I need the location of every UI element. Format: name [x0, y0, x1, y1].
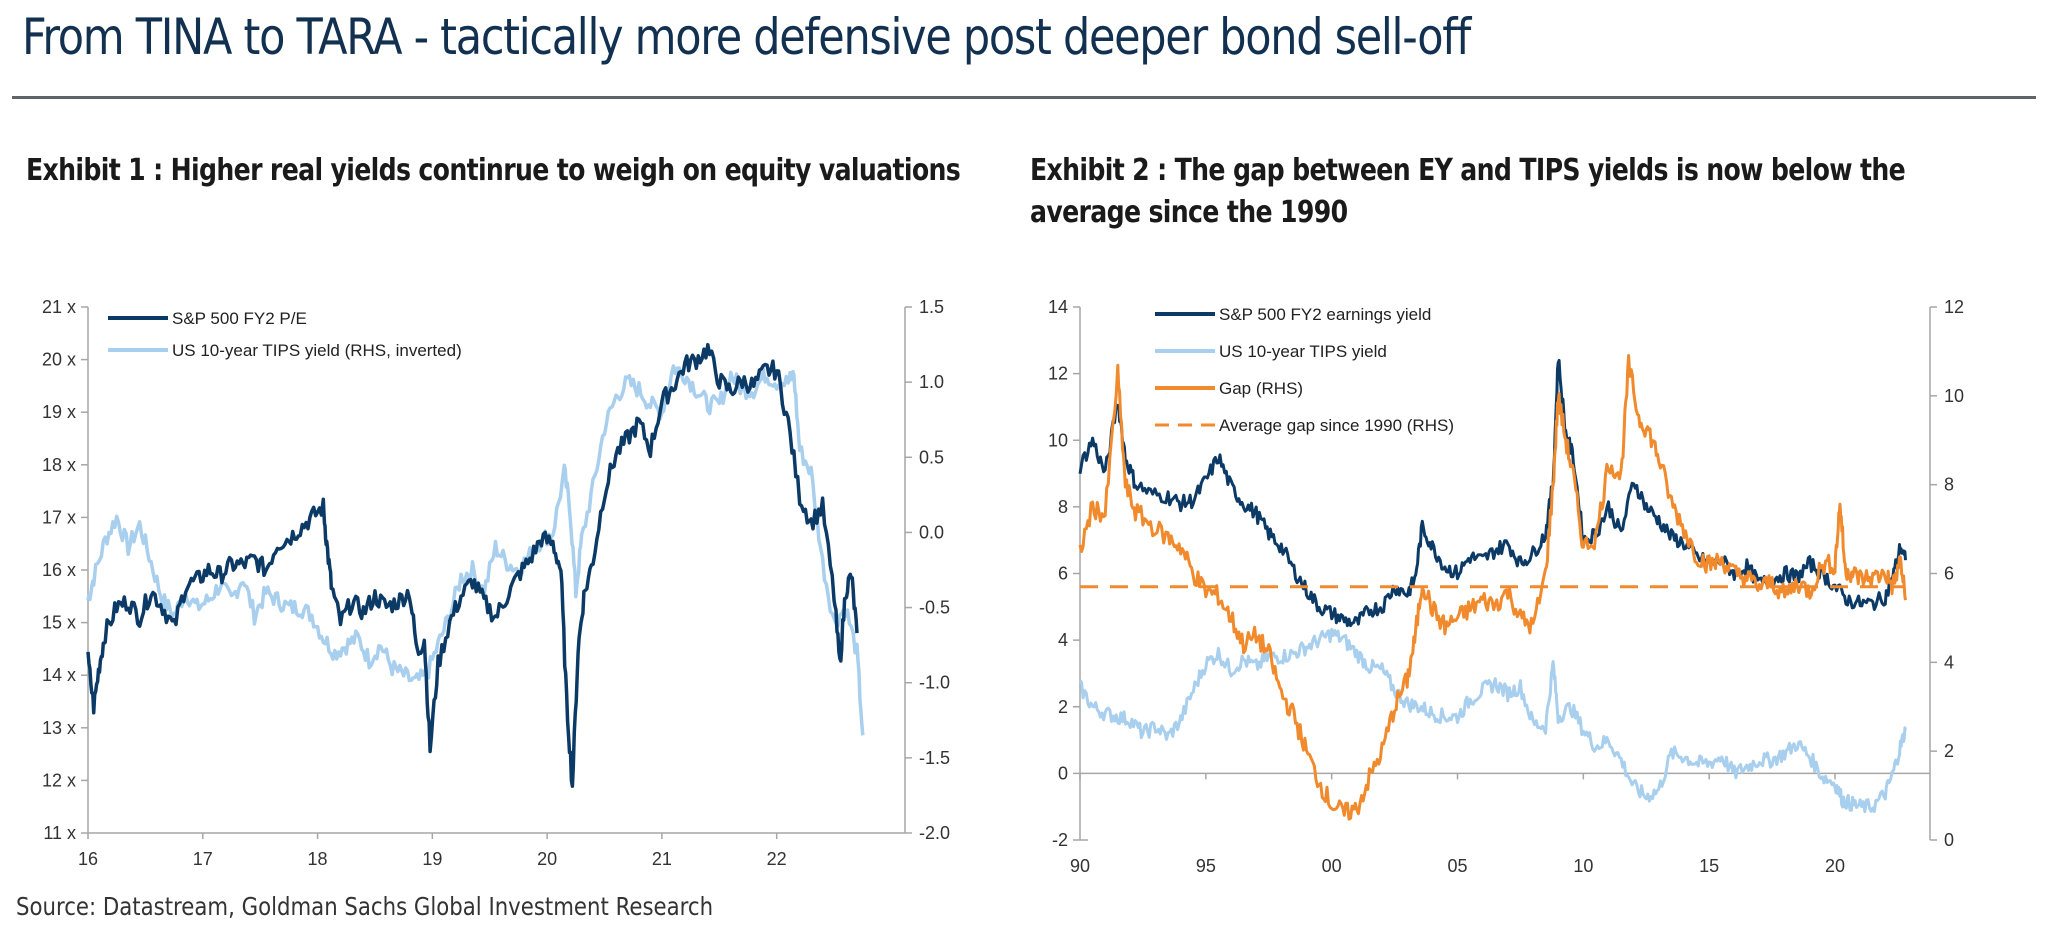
ex2-x-tick-label: 90: [1070, 856, 1090, 876]
undefined-x-tick-label: 17: [193, 849, 213, 869]
ex2-left-tick-label: -2: [1052, 830, 1068, 850]
ex2-x-tick-label: 20: [1825, 856, 1845, 876]
undefined-left-tick-label: 13 x: [42, 718, 76, 738]
ex2-series-light-blue: [1078, 627, 1907, 814]
undefined-left-tick-label: 18 x: [42, 455, 76, 475]
ex2-x-tick-label: 00: [1322, 856, 1342, 876]
ex2-x-tick-label: 15: [1699, 856, 1719, 876]
undefined-x-tick-label: 19: [422, 849, 442, 869]
exhibit-1-chart: 21 x 20 x 19 x 18 x 17 x 16 x 15 x 14 x 13 x 12 x…: [42, 297, 950, 869]
undefined-series-dark-blue: [86, 342, 859, 788]
ex2-right-tick-label: 0: [1944, 830, 1954, 850]
ex2-right-tick-label: 12: [1944, 297, 1964, 317]
undefined-right-tick-label: 1.5: [919, 297, 944, 317]
ex2-x-tick-label: 10: [1573, 856, 1593, 876]
ex2-left-tick-label: 10: [1048, 430, 1068, 450]
ex2-legend-label: S&P 500 FY2 earnings yield: [1219, 305, 1431, 324]
undefined-x-tick-label: 18: [308, 849, 328, 869]
ex2-left-tick-label: 8: [1058, 497, 1068, 517]
undefined-x-tick-label: 16: [78, 849, 98, 869]
ex2-left-tick-label: 0: [1058, 763, 1068, 783]
ex2-left-tick-label: 4: [1058, 630, 1068, 650]
undefined-left-tick-label: 11 x: [43, 823, 76, 843]
ex2-left-tick-label: 2: [1058, 697, 1068, 717]
undefined-legend-label: US 10-year TIPS yield (RHS, inverted): [172, 341, 462, 360]
ex2-legend-label: Gap (RHS): [1219, 379, 1303, 398]
undefined-right-tick-label: 1.0: [919, 372, 944, 392]
undefined-left-tick-label: 12 x: [42, 770, 76, 790]
undefined-right-tick-label: 0.0: [919, 522, 944, 542]
ex2-x-tick-label: 95: [1196, 856, 1216, 876]
exhibit-1-title: Exhibit 1 : Higher real yields continrue…: [26, 153, 961, 188]
ex2-right-tick-label: 10: [1944, 386, 1964, 406]
undefined-left-tick-label: 15 x: [42, 613, 76, 633]
undefined-right-tick-label: 0.5: [919, 447, 944, 467]
ex2-left-tick-label: 12: [1048, 364, 1068, 384]
source-note: Source: Datastream, Goldman Sachs Global…: [16, 892, 714, 921]
ex2-right-tick-label: 4: [1944, 652, 1954, 672]
undefined-legend-label: S&P 500 FY2 P/E: [172, 309, 307, 328]
undefined-right-tick-label: -2.0: [919, 823, 950, 843]
ex2-series-dark-blue: [1078, 358, 1907, 628]
undefined-left-tick-label: 21 x: [42, 297, 76, 317]
undefined-left-tick-label: 19 x: [42, 402, 76, 422]
ex2-legend-label: US 10-year TIPS yield: [1219, 342, 1387, 361]
undefined-x-tick-label: 20: [537, 849, 557, 869]
undefined-right-tick-label: -1.5: [919, 748, 950, 768]
ex2-left-tick-label: 6: [1058, 564, 1068, 584]
ex2-x-tick-label: 05: [1447, 856, 1467, 876]
ex2-left-tick-label: 14: [1048, 297, 1068, 317]
ex2-right-tick-label: 8: [1944, 475, 1954, 495]
ex2-series-orange: [1078, 354, 1907, 821]
undefined-left-tick-label: 20 x: [42, 350, 76, 370]
page-title: From TINA to TARA - tactically more defe…: [22, 8, 1471, 66]
ex2-right-tick-label: 2: [1944, 741, 1954, 761]
undefined-left-tick-label: 14 x: [42, 665, 76, 685]
ex2-right-tick-label: 6: [1944, 564, 1954, 584]
undefined-x-tick-label: 21: [652, 849, 672, 869]
undefined-left-tick-label: 17 x: [42, 507, 76, 527]
undefined-right-tick-label: -0.5: [919, 598, 950, 618]
undefined-right-tick-label: -1.0: [919, 673, 950, 693]
undefined-x-tick-label: 22: [767, 849, 787, 869]
ex2-legend-label: Average gap since 1990 (RHS): [1219, 416, 1454, 435]
title-divider: [12, 96, 2036, 99]
exhibit-2-title: Exhibit 2 : The gap between EY and TIPS …: [1030, 153, 1906, 230]
undefined-left-tick-label: 16 x: [42, 560, 76, 580]
